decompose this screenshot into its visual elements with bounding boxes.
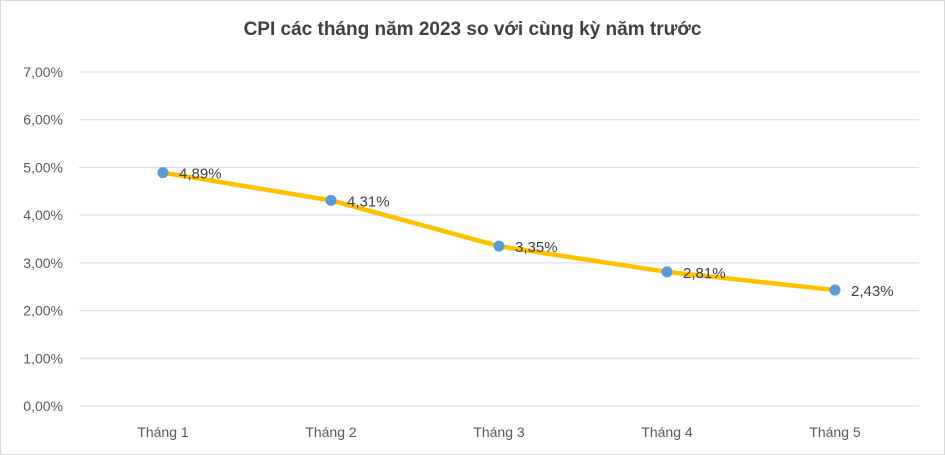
x-tick-label: Tháng 3	[473, 424, 525, 440]
y-tick-label: 3,00%	[23, 255, 63, 271]
x-tick-label: Tháng 5	[809, 424, 861, 440]
y-tick-label: 6,00%	[23, 112, 63, 128]
series-line	[160, 170, 838, 293]
y-tick-label: 0,00%	[23, 398, 63, 414]
x-tick-label: Tháng 4	[641, 424, 693, 440]
data-point	[157, 167, 169, 179]
x-tick-label: Tháng 1	[137, 424, 189, 440]
y-tick-label: 5,00%	[23, 159, 63, 175]
y-tick-label: 2,00%	[23, 303, 63, 319]
data-label: 4,89%	[179, 166, 222, 183]
data-point	[829, 284, 841, 296]
x-tick-label: Tháng 2	[305, 424, 357, 440]
y-tick-label: 7,00%	[23, 64, 63, 80]
y-tick-label: 4,00%	[23, 207, 63, 223]
chart-title: CPI các tháng năm 2023 so với cùng kỳ nă…	[243, 19, 702, 40]
data-point	[325, 194, 337, 206]
data-point	[493, 240, 505, 252]
data-label: 4,31%	[347, 193, 390, 210]
data-label: 2,43%	[851, 283, 894, 300]
y-tick-label: 1,00%	[23, 350, 63, 366]
data-point	[661, 266, 673, 278]
data-label: 3,35%	[515, 239, 558, 256]
data-label: 2,81%	[683, 265, 726, 282]
